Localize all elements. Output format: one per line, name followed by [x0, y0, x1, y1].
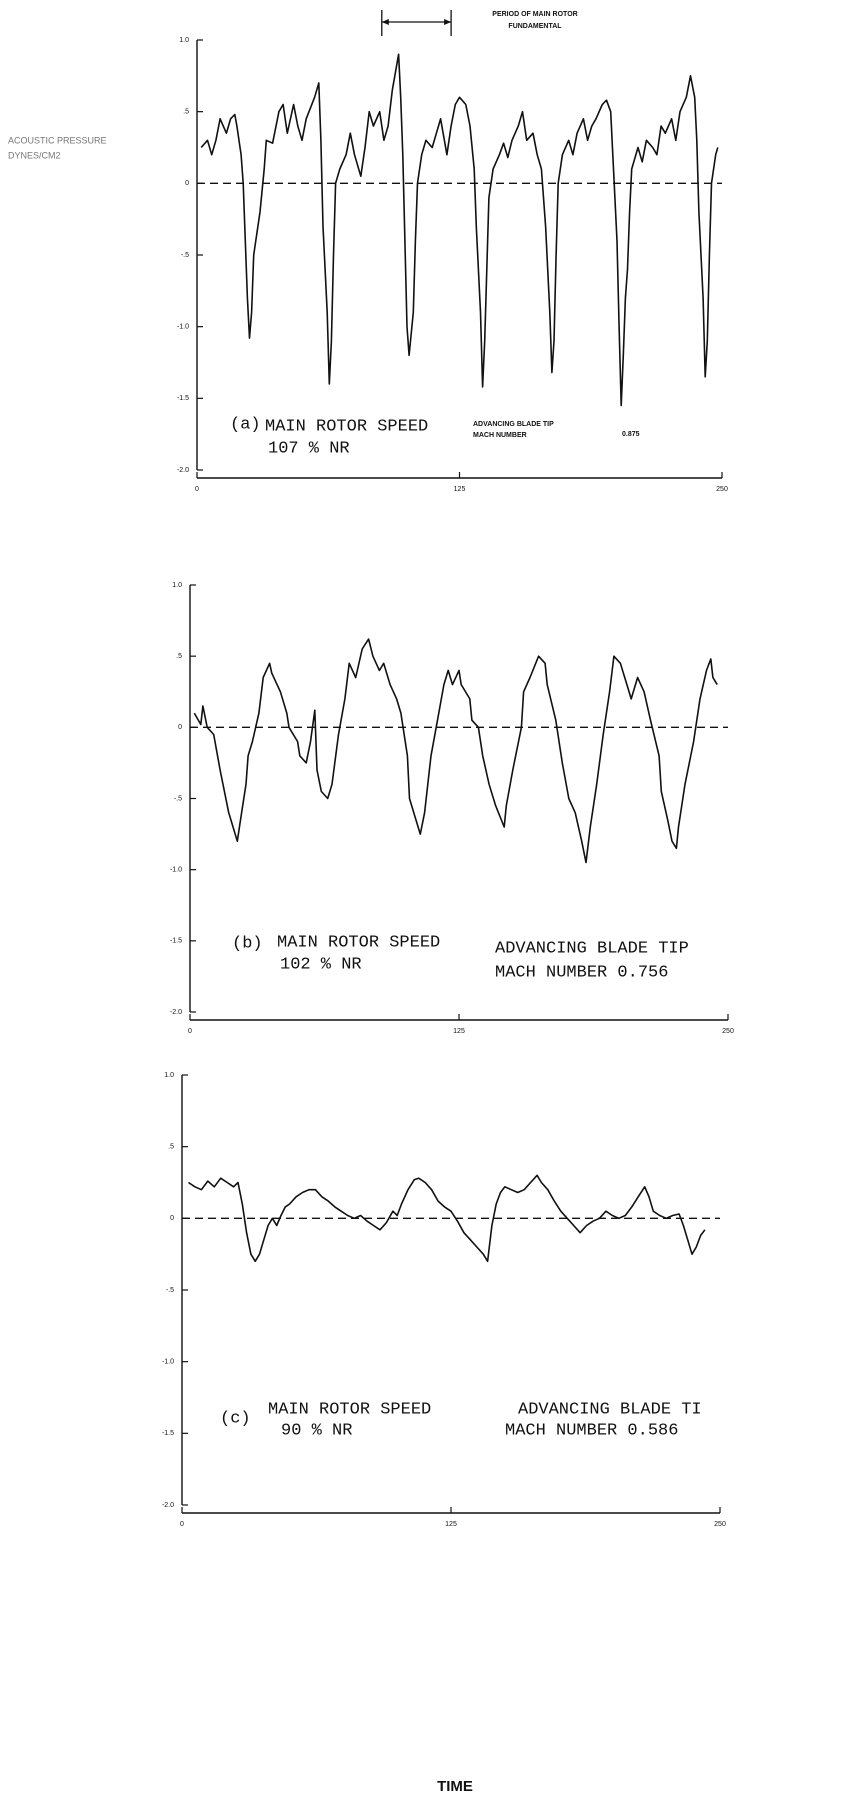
x-axis-label: TIME	[437, 1778, 473, 1795]
annotation: 90 % NR	[281, 1421, 352, 1440]
arrow-head	[381, 19, 389, 25]
x-tick-label: 0	[188, 1028, 192, 1035]
waveform	[200, 53, 719, 407]
y-tick-label: .5	[183, 109, 189, 116]
y-tick-label: -.5	[181, 252, 189, 259]
y-tick-label: -1.0	[170, 867, 182, 874]
annotation: (b)	[232, 934, 263, 953]
annotation: ADVANCING BLADE TIP	[473, 421, 554, 428]
annotation: ADVANCING BLADE TIP	[495, 939, 689, 958]
annotation: MAIN ROTOR SPEED	[268, 1400, 431, 1419]
y-tick-label: 0	[185, 180, 189, 187]
annotation: 0.875	[622, 431, 640, 438]
x-tick-label: 0	[180, 1521, 184, 1528]
y-tick-label: -2.0	[177, 467, 189, 474]
y-tick-label: .5	[176, 653, 182, 660]
annotation: MACH NUMBER	[473, 432, 527, 439]
x-tick-label: 125	[454, 486, 466, 493]
y-tick-label: .5	[168, 1144, 174, 1151]
y-tick-label: -1.0	[162, 1359, 174, 1366]
arrow-head	[444, 19, 452, 25]
annotation: 107 % NR	[268, 439, 350, 458]
x-tick-label: 0	[195, 486, 199, 493]
annotation: (c)	[220, 1409, 251, 1428]
y-tick-label: -.5	[174, 795, 182, 802]
y-tick-label: -1.5	[162, 1430, 174, 1437]
period-label: FUNDAMENTAL	[508, 23, 562, 30]
x-tick-label: 125	[453, 1028, 465, 1035]
x-tick-label: 250	[722, 1028, 734, 1035]
y-tick-label: 1.0	[179, 37, 189, 44]
y-tick-label: -1.5	[170, 938, 182, 945]
y-tick-label: -1.5	[177, 395, 189, 402]
y-tick-label: 0	[170, 1215, 174, 1222]
annotation: (a)	[230, 415, 261, 434]
y-tick-label: -2.0	[170, 1009, 182, 1016]
x-tick-label: 125	[445, 1521, 457, 1528]
annotation: ADVANCING BLADE TI	[518, 1400, 702, 1419]
annotation: MAIN ROTOR SPEED	[277, 933, 440, 952]
y-tick-label: 0	[178, 724, 182, 731]
y-tick-label: -2.0	[162, 1502, 174, 1509]
y-axis-label: ACOUSTIC PRESSURE	[8, 135, 107, 145]
annotation: MACH NUMBER 0.756	[495, 963, 668, 982]
y-tick-label: -.5	[166, 1287, 174, 1294]
x-tick-label: 250	[716, 486, 728, 493]
annotation: MACH NUMBER 0.586	[505, 1421, 678, 1440]
waveform	[193, 638, 718, 864]
annotation: 102 % NR	[280, 955, 362, 974]
annotation: MAIN ROTOR SPEED	[265, 417, 428, 436]
waveform	[188, 1174, 706, 1263]
x-tick-label: 250	[714, 1521, 726, 1528]
y-tick-label: -1.0	[177, 324, 189, 331]
y-tick-label: 1.0	[172, 582, 182, 589]
y-axis-label: DYNES/CM2	[8, 150, 61, 160]
y-tick-label: 1.0	[164, 1072, 174, 1079]
period-label: PERIOD OF MAIN ROTOR	[492, 11, 577, 18]
